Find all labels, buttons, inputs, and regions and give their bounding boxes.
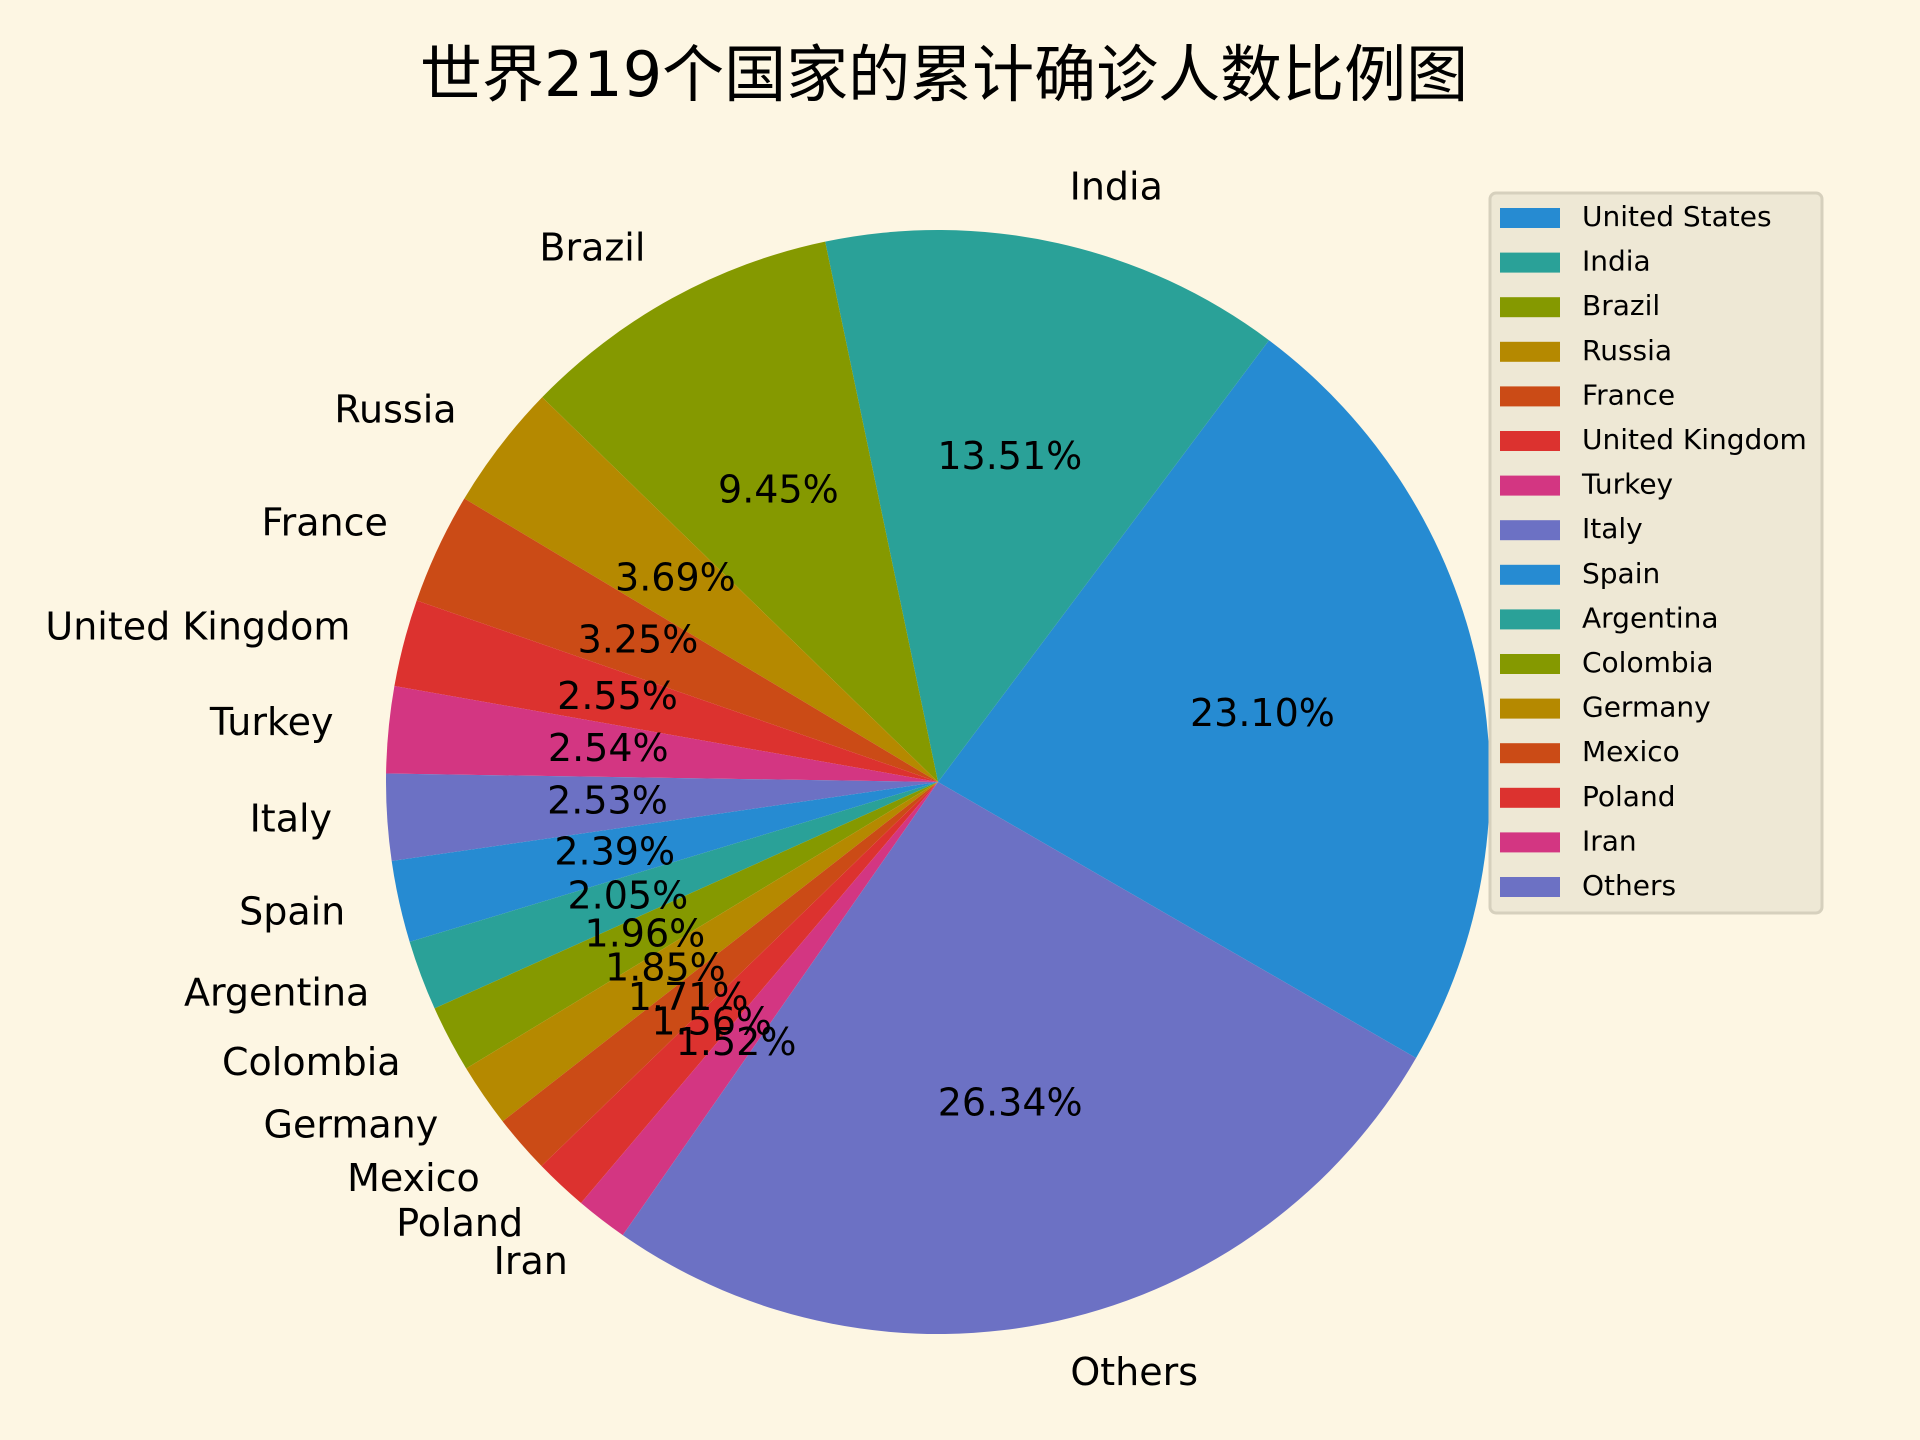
legend: United States India Brazil Russia France Unit… [1488,191,1824,915]
legend-label-iran: Iran [1582,824,1637,857]
slice-argentina [409,782,938,1009]
legend-swatch-iran [1500,832,1560,853]
percent-label-india: 13.51% [937,434,1082,478]
percent-label-united-states: 23.10% [1190,691,1335,735]
legend-label-united-kingdom: United Kingdom [1582,423,1807,456]
slice-poland [541,782,938,1204]
slice-percent-labels: 23.10% 13.51% 9.45% 3.69% 3.25% 2.55% 2.54% 2.5… [547,434,1335,1125]
slice-france [416,498,939,782]
percent-label-spain: 2.39% [554,829,675,873]
legend-swatch-colombia [1500,654,1560,674]
slice-germany [466,782,938,1122]
legend-swatch-mexico [1500,743,1560,764]
legend-swatch-united-kingdom [1500,431,1560,451]
slice-united-kingdom [394,600,938,782]
percent-label-poland: 1.56% [651,999,772,1043]
slice-iran [581,782,938,1236]
legend-label-france: France [1582,378,1675,411]
chart-title: 世界219个国家的累计确诊人数比例图 [420,38,1468,111]
legend-label-turkey: Turkey [1581,468,1673,501]
percent-label-united-kingdom: 2.55% [557,674,678,718]
slice-label-mexico: Mexico [347,1156,480,1200]
slice-others [622,782,1417,1334]
slice-label-india: India [1070,165,1163,209]
legend-swatch-india [1500,252,1560,273]
percent-label-mexico: 1.71% [628,975,749,1019]
slice-label-brazil: Brazil [539,225,645,269]
percent-label-iran: 1.52% [676,1020,797,1064]
slice-spain [391,782,938,942]
legend-label-italy: Italy [1582,512,1643,545]
legend-label-russia: Russia [1582,334,1672,367]
percent-label-others: 26.34% [938,1081,1083,1125]
legend-label-spain: Spain [1582,557,1660,590]
legend-swatch-others [1500,877,1560,897]
percent-label-argentina: 2.05% [567,874,688,918]
legend-label-mexico: Mexico [1582,735,1680,768]
slice-label-italy: Italy [250,796,332,840]
pie-slices [386,230,1491,1334]
slice-label-spain: Spain [239,889,345,933]
legend-label-india: India [1582,245,1651,278]
slice-label-united-kingdom: United Kingdom [45,604,350,648]
percent-label-france: 3.25% [578,617,699,661]
legend-label-others: Others [1582,869,1676,902]
legend-label-argentina: Argentina [1582,601,1719,634]
legend-label-germany: Germany [1582,691,1711,724]
slice-india [825,230,1269,783]
percent-label-russia: 3.69% [615,556,736,600]
legend-label-brazil: Brazil [1582,289,1660,322]
slice-label-colombia: Colombia [222,1040,401,1084]
legend-swatch-spain [1500,564,1560,585]
slice-label-argentina: Argentina [184,970,369,1014]
legend-label-united-states: United States [1582,200,1772,233]
legend-swatch-poland [1500,787,1560,808]
legend-label-colombia: Colombia [1582,646,1714,679]
slice-label-france: France [262,500,388,544]
percent-label-germany: 1.85% [605,946,726,990]
legend-frame [1488,191,1824,915]
legend-swatch-brazil [1500,297,1560,318]
slice-brazil [542,241,938,782]
legend-swatch-germany [1500,698,1560,719]
percent-label-turkey: 2.54% [548,726,669,770]
slice-label-others: Others [1070,1350,1198,1394]
legend-label-poland: Poland [1582,780,1675,813]
slice-label-russia: Russia [334,388,456,432]
slice-turkey [386,685,938,782]
slice-label-germany: Germany [264,1102,439,1146]
legend-swatch-russia [1500,341,1560,362]
slice-mexico [502,782,938,1167]
slice-united-states [938,340,1491,1058]
legend-swatch-france [1500,386,1560,407]
slice-russia [464,397,938,782]
percent-label-brazil: 9.45% [718,467,839,511]
slice-colombia [434,782,938,1069]
legend-swatch-turkey [1500,475,1560,496]
slice-italy [386,773,938,862]
legend-swatch-united-states [1500,208,1560,228]
slice-label-iran: Iran [494,1239,568,1283]
legend-swatch-italy [1500,520,1560,541]
percent-label-italy: 2.53% [547,779,668,823]
legend-swatch-argentina [1500,609,1560,630]
percent-label-colombia: 1.96% [585,912,706,956]
slice-label-poland: Poland [396,1201,523,1245]
slice-label-turkey: Turkey [209,700,334,744]
